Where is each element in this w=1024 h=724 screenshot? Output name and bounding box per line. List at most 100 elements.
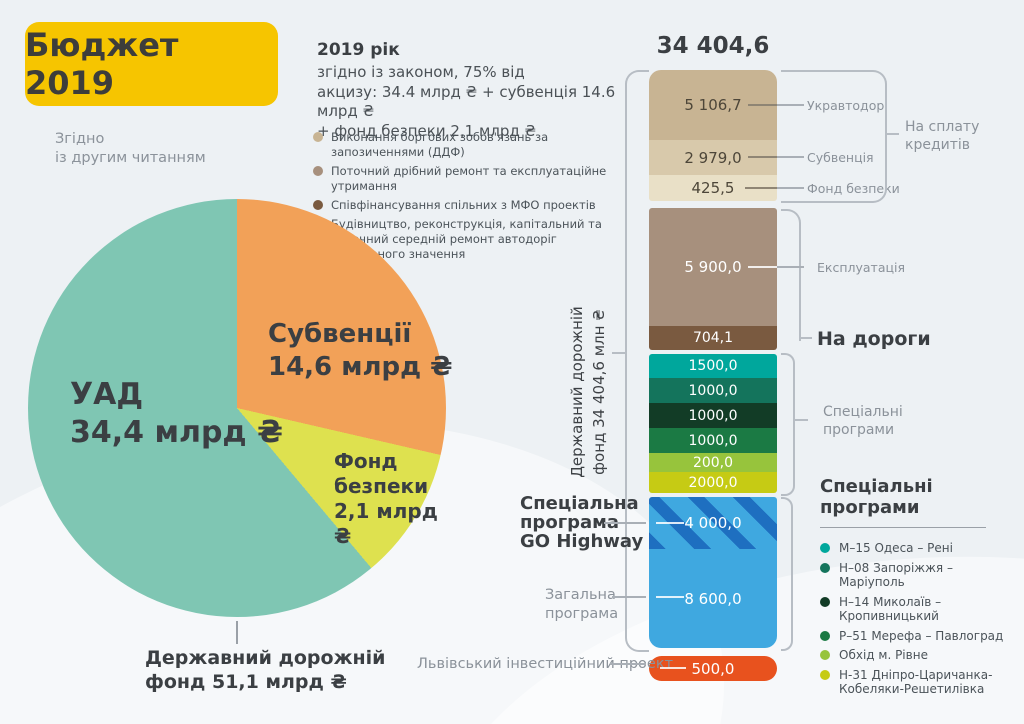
bar-segment: 2000,0 [649,472,777,493]
callout-line [604,522,646,524]
bar-segment: 8 600,0 [649,549,777,648]
legend-label: Виконання боргових зобов'язань за запози… [331,130,549,159]
callout-line [748,266,777,268]
group-label-special-line1: Спеціальні [823,404,903,420]
construction-bracket [781,497,793,651]
programs-legend-title-line2: програми [820,497,920,518]
segment-value: 500,0 [691,659,735,678]
group-label-special-line2: програми [823,422,895,438]
callout-line [777,156,804,158]
bar-segment: 1000,0 [649,378,777,403]
program-label: Н–08 Запоріжжя – Маріуполь [839,560,953,590]
programs-legend-item: Н-31 Дніпро-Царичанка-Кобеляки-Решетилів… [820,668,1020,697]
callout-subvention: Субвенція [807,150,874,165]
segment-value: 5 106,7 [684,96,742,114]
pie-caption-line2: фонд 51,1 млрд ₴ [145,671,347,693]
go-highway-line1: Спеціальна [520,493,639,514]
general-program-line1: Загальна [545,587,616,603]
pie-slice-value: 34,4 млрд ₴ [70,415,283,450]
program-label: Н–14 Миколаїв – Кропивницький [839,594,942,624]
group-label-special: Спеціальні програми [823,403,903,439]
segment-value: 1000,0 [688,432,738,449]
intro-title: 2019 рік [317,40,400,60]
legend-item: Співфінансування спільних з МФО проектів [313,198,638,213]
segment-value: 8 600,0 [684,589,742,608]
segment-value: 425,5 [691,179,735,197]
intro-block: 2019 рік згідно із законом, 75% від акци… [317,40,627,141]
reading-note-line2: із другим читанням [55,150,206,166]
callout-line [656,522,684,524]
roads-bracket-tick [799,337,812,339]
legend-label: Будівництво, реконструкція, капітальний … [331,217,602,261]
segment-value: 1500,0 [688,358,738,374]
legend-dot-taupe-icon [313,166,323,176]
go-highway-line2: програма [520,512,619,533]
programs-legend-item: Р–51 Мерефа – Павлоград [820,629,1020,644]
segment-value: 2 979,0 [684,148,742,167]
reading-note: Згідно із другим читанням [55,130,206,168]
callout-line [748,156,777,158]
programs-legend-title: Спеціальні програми [820,476,933,518]
legend-dot-brown-icon [313,200,323,210]
page-title: Бюджет 2019 [25,26,179,102]
program-dot-green-icon [820,562,830,573]
program-label: Обхід м. Рівне [839,648,928,662]
pie-chart [28,199,446,617]
credits-bracket-tick [885,133,899,135]
callout-maintenance: Експлуатація [817,260,905,275]
pie-caption-line1: Державний дорожній [145,647,386,669]
bar-segment: 1000,0 [649,403,777,428]
programs-legend-item: М–15 Одеса – Рені [820,541,1020,556]
intro-line3: + фонд безпеки 2,1 млрд ₴ [317,121,537,140]
special-bracket-tick [793,419,808,421]
callout-line [745,187,777,189]
program-dot-forest-icon [820,630,830,641]
program-dot-lightgreen-icon [820,650,830,660]
program-dot-teal-icon [820,543,830,553]
callout-line [660,667,686,669]
group-label-roads: На дороги [817,328,931,350]
legend-label: Поточний дрібний ремонт та експлуатаційн… [331,164,607,193]
callout-line [777,187,804,189]
programs-legend: М–15 Одеса – Рені Н–08 Запоріжжя – Маріу… [820,541,1020,702]
general-program-line2: програма [545,606,619,622]
program-label: Р–51 Мерефа – Павлоград [839,628,1004,643]
segment-value: 1000,0 [688,407,738,424]
intro-line2: акцизу: 34.4 млрд ₴ + субвенція 14.6 млр… [317,82,616,121]
program-dot-darkgreen-icon [820,596,830,607]
callout-line [612,596,646,598]
legend-item: Виконання боргових зобов'язань за запози… [313,130,638,160]
program-label: М–15 Одеса – Рені [839,541,953,555]
group-label-credits: На сплату кредитів [905,118,979,154]
program-label: Н-31 Дніпро-Царичанка-Кобеляки-Решетилів… [839,667,993,697]
programs-legend-divider [820,527,986,528]
bar-segment: 1000,0 [649,428,777,453]
segment-value: 4 000,0 [684,514,742,532]
pie-slice-value: 2,1 млрд ₴ [334,499,438,548]
callout-line [610,663,646,665]
legend-label: Співфінансування спільних з МФО проектів [331,198,596,212]
pie-label-uad: УАД 34,4 млрд ₴ [70,376,283,452]
bar-left-bracket [625,70,649,652]
lviv-project-label: Львівський інвестиційний проект [417,656,674,672]
group-label-credits-line1: На сплату [905,119,980,135]
go-highway-line3: GO Highway [520,531,644,552]
intro-line1: згідно із законом, 75% від [317,63,525,81]
callout-line [777,266,804,268]
segment-value: 200,0 [692,454,734,471]
special-bracket [781,353,795,496]
callout-line [777,104,804,106]
legend-item: Поточний дрібний ремонт та експлуатаційн… [313,164,638,194]
go-highway-label: Спеціальна програма GO Highway [520,494,643,551]
pie-slice-name: Субвенції [268,319,412,349]
bar-segment: 704,1 [649,326,777,350]
legend-dot-beige-icon [313,132,323,142]
segment-value: 5 900,0 [684,258,742,276]
program-dot-yellow-icon [820,669,830,680]
callout-ukravtodor: Укравтодор [807,98,885,113]
bar-segment: 1500,0 [649,354,777,378]
programs-legend-item: Н–08 Запоріжжя – Маріуполь [820,561,1020,590]
pie-label-subventions: Субвенції 14,6 млрд ₴ [268,318,453,384]
segment-value: 1000,0 [688,382,738,399]
